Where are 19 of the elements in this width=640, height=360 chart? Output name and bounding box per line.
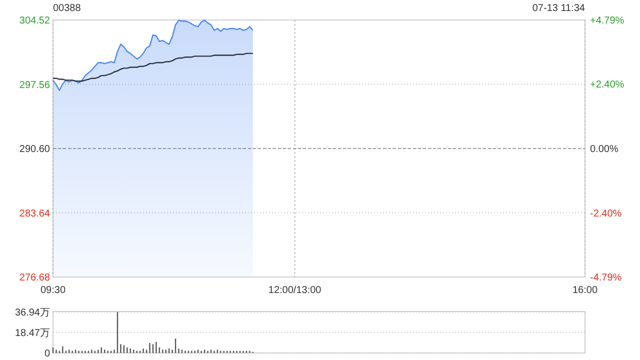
y-tick-label: 304.52 <box>19 16 50 26</box>
x-tick-label: 12:00/13:00 <box>268 285 322 296</box>
y2-tick-label: -2.40% <box>590 208 622 220</box>
x-tick-label: 09:30 <box>40 285 66 296</box>
y-tick-label: 36.94万 <box>14 308 50 319</box>
chart-title: 00388 <box>53 3 82 14</box>
y-tick-label: 0 <box>44 348 50 360</box>
y-tick-label: 276.68 <box>19 272 50 284</box>
y2-tick-label: 0.00% <box>590 144 618 155</box>
y-tick-label: 18.47万 <box>14 328 50 340</box>
text: 07-13 11:34 <box>532 3 586 14</box>
x-tick-label: 16:00 <box>572 285 598 296</box>
y2-tick-label: -4.79% <box>590 272 622 284</box>
y2-tick-label: +4.79% <box>590 16 624 26</box>
line-series <box>52 52 254 82</box>
y-tick-label: 283.64 <box>19 208 50 220</box>
y2-tick-label: +2.40% <box>590 80 624 91</box>
y-tick-label: 297.56 <box>19 80 50 91</box>
y-tick-label: 290.60 <box>19 144 50 155</box>
